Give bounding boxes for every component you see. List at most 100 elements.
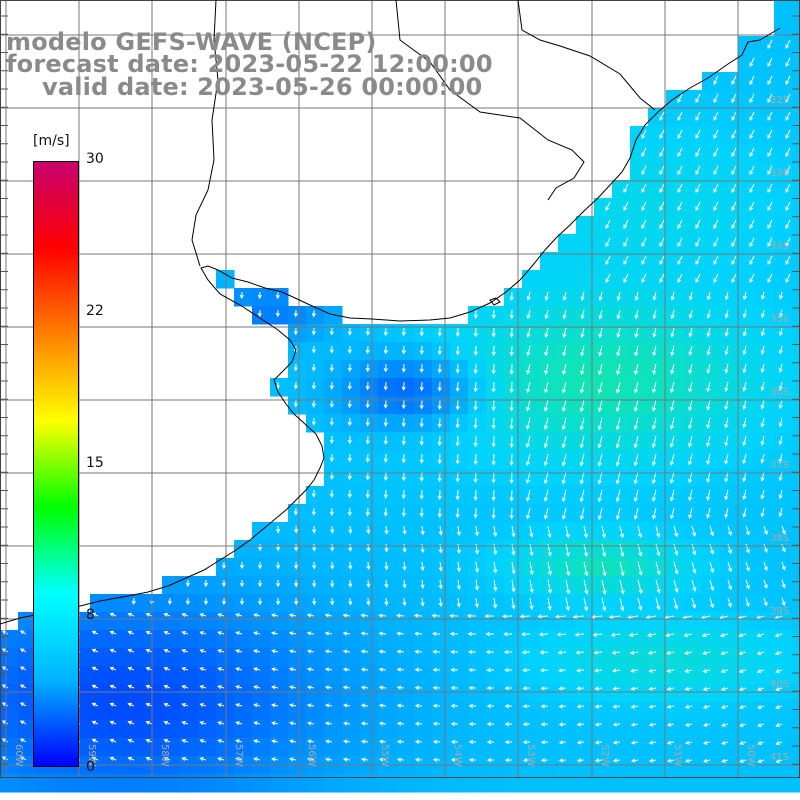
field-cell xyxy=(18,630,37,649)
wind-arrow xyxy=(414,685,423,690)
wind-arrow xyxy=(449,631,459,637)
wind-arrow xyxy=(749,75,755,86)
field-cell xyxy=(522,774,541,793)
wind-arrow xyxy=(348,597,353,606)
wind-arrow xyxy=(706,471,711,484)
wind-arrow xyxy=(19,738,27,743)
field-cell xyxy=(396,666,415,685)
wind-arrow xyxy=(724,399,729,411)
wind-arrow xyxy=(342,739,351,744)
wind-arrow xyxy=(706,363,711,374)
wind-arrow xyxy=(601,561,607,577)
field-cell xyxy=(576,342,595,361)
wind-arrow xyxy=(778,345,783,355)
wind-arrow xyxy=(312,597,317,606)
field-cell xyxy=(738,180,757,199)
field-cell xyxy=(126,630,145,649)
wind-arrow xyxy=(633,507,639,520)
wind-arrow xyxy=(384,525,389,535)
wind-arrow xyxy=(709,579,715,592)
wind-arrow xyxy=(738,651,747,656)
field-cell xyxy=(738,378,757,397)
field-cell xyxy=(648,270,667,289)
field-cell xyxy=(612,720,631,739)
field-cell xyxy=(774,594,793,613)
wind-arrow xyxy=(1,756,9,761)
field-cell xyxy=(126,702,145,721)
wind-arrow xyxy=(253,631,261,636)
wind-arrow xyxy=(695,201,701,212)
wind-arrow xyxy=(491,345,496,357)
wind-arrow xyxy=(91,702,99,707)
wind-arrow xyxy=(785,75,791,86)
field-cell xyxy=(666,90,685,109)
wind-arrow xyxy=(325,739,333,744)
wind-arrow xyxy=(347,489,352,499)
field-cell xyxy=(666,288,685,307)
field-cell xyxy=(234,540,253,559)
wind-arrow xyxy=(778,327,783,337)
field-cell xyxy=(504,612,523,631)
wind-arrow xyxy=(556,632,567,637)
wind-arrow xyxy=(695,237,701,248)
wind-arrow xyxy=(402,525,407,535)
wind-arrow xyxy=(760,399,765,410)
field-cell xyxy=(126,774,145,793)
wind-arrow xyxy=(492,597,498,609)
wind-arrow xyxy=(742,381,747,392)
wind-arrow xyxy=(438,597,443,608)
wind-arrow xyxy=(612,686,621,691)
wind-arrow xyxy=(509,291,514,301)
wind-arrow xyxy=(366,597,371,606)
wind-arrow xyxy=(612,740,621,745)
wind-arrow xyxy=(293,381,298,390)
wind-arrow xyxy=(383,363,388,373)
wind-arrow xyxy=(384,561,389,571)
wind-arrow xyxy=(749,255,755,266)
field-cell xyxy=(738,486,757,505)
field-cell xyxy=(0,630,19,649)
wind-arrow xyxy=(181,649,189,653)
wind-arrow xyxy=(641,147,647,158)
wind-arrow xyxy=(311,399,316,408)
field-cell xyxy=(90,720,109,739)
field-cell xyxy=(414,504,433,523)
field-cell xyxy=(774,54,793,73)
wind-arrow xyxy=(378,685,387,690)
field-cell xyxy=(234,558,253,577)
wind-arrow xyxy=(785,273,791,284)
wind-arrow xyxy=(473,327,478,338)
field-cell xyxy=(414,666,433,685)
wind-arrow xyxy=(455,381,460,393)
wind-arrow xyxy=(91,666,99,671)
wind-arrow xyxy=(473,471,478,484)
wind-arrow xyxy=(688,327,693,338)
wind-arrow xyxy=(594,686,603,691)
field-cell xyxy=(306,342,325,361)
field-cell xyxy=(450,522,469,541)
wind-arrow xyxy=(775,741,783,746)
wind-arrow xyxy=(561,399,567,412)
field-cell xyxy=(504,702,523,721)
wind-arrow xyxy=(217,613,225,618)
field-cell xyxy=(378,684,397,703)
wind-arrow xyxy=(760,507,765,518)
wind-arrow xyxy=(526,507,531,520)
field-cell xyxy=(0,684,19,703)
field-cell xyxy=(720,162,739,181)
wind-arrow xyxy=(579,453,585,467)
field-cell xyxy=(396,630,415,649)
field-cell xyxy=(684,270,703,289)
wind-arrow xyxy=(199,757,207,762)
wind-arrow xyxy=(203,597,209,606)
wind-arrow xyxy=(615,507,621,520)
wind-arrow xyxy=(306,685,315,690)
field-cell xyxy=(432,630,451,649)
wind-arrow xyxy=(623,201,629,212)
wind-arrow xyxy=(611,650,621,655)
wind-arrow xyxy=(691,579,697,592)
field-cell xyxy=(198,774,217,793)
field-cell xyxy=(720,180,739,199)
field-cell xyxy=(774,414,793,433)
